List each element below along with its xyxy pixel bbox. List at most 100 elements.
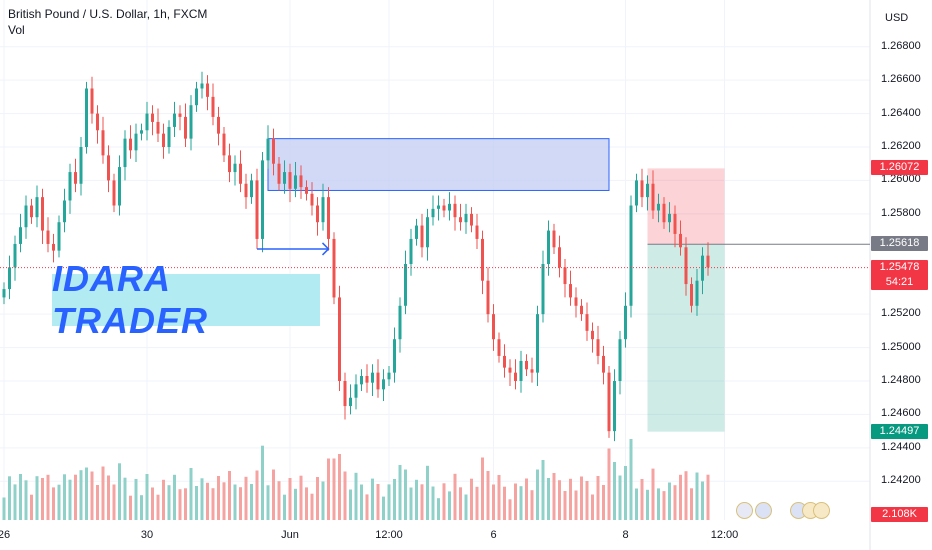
volume-bar [662, 491, 666, 520]
volume-bar [195, 486, 198, 520]
volume-bar [371, 478, 374, 520]
candle-body [569, 284, 572, 298]
candle-body [453, 203, 457, 218]
volume-bar [349, 489, 352, 520]
candle-body [404, 264, 407, 306]
candle-body [107, 155, 110, 181]
candle-body [173, 113, 176, 127]
volume-bar [426, 465, 429, 520]
volume-bar [415, 479, 418, 520]
volume-bar [684, 471, 688, 520]
candle-body [74, 172, 77, 184]
volume-bar [140, 495, 143, 520]
volume-bar [431, 486, 435, 520]
candle-body [85, 88, 88, 147]
volume-bar [668, 482, 671, 520]
candle-body [2, 289, 6, 298]
price-tick: 1.24400 [881, 440, 921, 453]
candle-body [250, 180, 253, 198]
candle-body [393, 339, 396, 373]
candle-body [338, 297, 341, 381]
volume-bar [173, 474, 176, 520]
candle-body [624, 305, 627, 340]
entry-price-tag: 1.25618 [871, 236, 928, 252]
candle-body [525, 360, 528, 370]
candle-body [19, 227, 22, 244]
price-tick: 1.26400 [881, 106, 921, 119]
volume-bar [316, 477, 319, 520]
candle-body [206, 83, 209, 97]
candle-body [602, 355, 605, 373]
volume-bar [19, 474, 22, 520]
volume-bar [167, 485, 171, 520]
volume-bar [30, 494, 33, 520]
candle-body [184, 116, 187, 139]
volume-bar [492, 484, 495, 520]
volume-bar [305, 487, 308, 520]
candle-body [635, 180, 638, 206]
candle-body [79, 147, 83, 184]
candle-body [118, 167, 121, 206]
candle-body [178, 113, 182, 117]
volume-bar [503, 486, 506, 520]
volume-bar [266, 485, 270, 520]
volume-bar [118, 463, 121, 520]
candle-body [492, 314, 495, 340]
candle-body [244, 183, 248, 198]
price-tick: 1.26800 [881, 39, 921, 52]
volume-bar [618, 475, 622, 520]
volume-bar [255, 470, 259, 520]
volume-bar [547, 478, 550, 520]
candle-body [591, 330, 594, 340]
candle-body [497, 339, 501, 356]
event-icon-2[interactable] [813, 502, 830, 519]
volume-bar [90, 471, 94, 520]
volume-bar [178, 489, 182, 520]
candle-body [519, 360, 523, 381]
time-tick: 26 [0, 529, 11, 541]
candle-body [156, 121, 160, 134]
volume-bar [398, 465, 402, 520]
volume-bar [46, 474, 50, 520]
candle-body [321, 197, 325, 223]
candle-body [129, 138, 132, 151]
volume-bar [563, 491, 567, 520]
volume-bar [635, 488, 638, 520]
price-tick: 1.24800 [881, 374, 921, 386]
volume-bar [404, 469, 407, 520]
candle-body [684, 247, 688, 285]
candle-body [123, 138, 127, 168]
volume-bar [585, 481, 589, 520]
time-tick: 12:00 [375, 529, 403, 541]
volume-bar [519, 486, 523, 520]
candle-body [530, 369, 534, 373]
volume-bar [448, 491, 451, 520]
current-price-tag: 1.25478 54:21 [871, 259, 928, 290]
us-flag-icon[interactable] [736, 502, 753, 519]
volume-value-tag: 2.108K [871, 507, 928, 522]
volume-bar [288, 478, 292, 520]
candle-body [233, 163, 237, 173]
volume-bar [184, 488, 187, 520]
candle-body [409, 238, 413, 264]
candle-body [431, 208, 435, 218]
candle-body [668, 213, 671, 223]
candle-body [398, 305, 402, 340]
candle-body [266, 138, 270, 161]
candle-body [574, 297, 578, 306]
candle-body [255, 180, 259, 239]
volume-bar [74, 474, 77, 520]
candle-body [189, 105, 193, 139]
time-tick: 30 [140, 529, 154, 541]
uk-flag-icon[interactable] [755, 502, 772, 519]
candle-body [420, 225, 424, 248]
price-tick: 1.26200 [881, 140, 921, 152]
currency-label: USD [885, 12, 909, 24]
time-tick: 12:00 [710, 529, 739, 541]
volume-bar [145, 474, 149, 520]
arrow-head [321, 242, 330, 256]
volume-bar [151, 487, 154, 520]
volume-bar [569, 478, 572, 520]
volume-bar [283, 494, 286, 520]
